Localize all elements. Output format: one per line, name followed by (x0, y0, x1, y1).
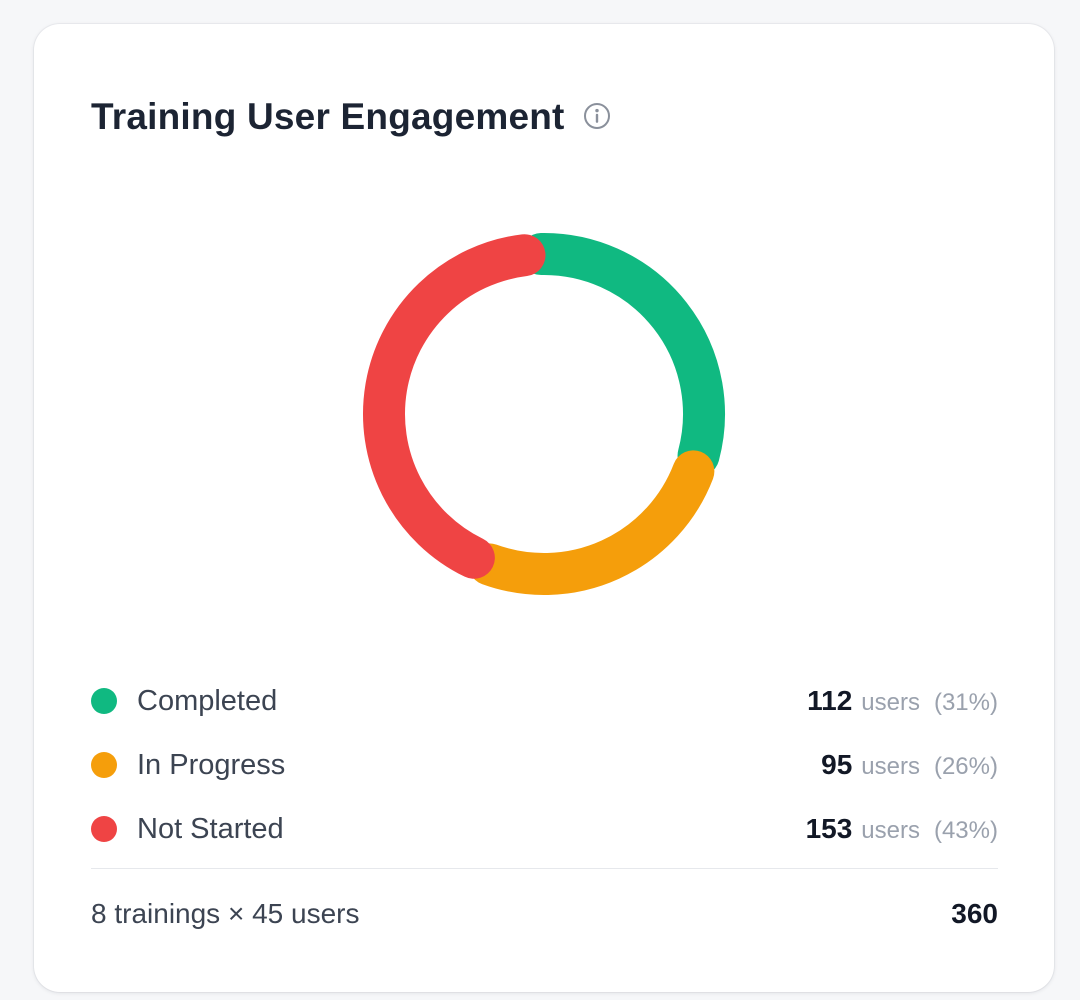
legend-label: Not Started (137, 812, 284, 845)
footer-summary: 8 trainings × 45 users (91, 898, 360, 929)
footer-divider (91, 868, 998, 869)
legend-dot-completed (91, 688, 117, 714)
legend-label: Completed (137, 684, 278, 717)
card-header: Training User Engagement (91, 94, 611, 140)
slice-completed[interactable] (520, 233, 725, 477)
card-footer: 8 trainings × 45 users 360 (91, 884, 998, 944)
legend-label: In Progress (137, 748, 286, 781)
legend-percent: (43%) (933, 817, 998, 844)
footer-total: 360 (951, 898, 998, 929)
legend-dot-not-started (91, 816, 117, 842)
legend-unit: users (861, 753, 920, 780)
donut-chart (344, 214, 744, 614)
legend-dot-in-progress (91, 752, 117, 778)
slice-not-started[interactable] (363, 234, 546, 579)
legend-unit: users (861, 817, 920, 844)
engagement-card: Training User Engagement Completed 112 u… (34, 24, 1054, 992)
card-title: Training User Engagement (91, 96, 565, 137)
legend-percent: (31%) (933, 689, 998, 716)
legend-item-completed: Completed 112 users (31%) (91, 669, 998, 733)
info-circle-icon[interactable] (583, 102, 611, 130)
legend-unit: users (861, 689, 920, 716)
legend-percent: (26%) (933, 753, 998, 780)
legend-item-not-started: Not Started 153 users (43%) (91, 797, 998, 861)
chart-legend: Completed 112 users (31%) In Progress 95… (91, 669, 998, 861)
legend-count: 95 (821, 749, 853, 780)
donut-chart-svg (363, 233, 725, 595)
legend-count: 112 (807, 685, 853, 716)
slice-in-progress[interactable] (468, 450, 715, 595)
legend-item-in-progress: In Progress 95 users (26%) (91, 733, 998, 797)
legend-count: 153 (805, 813, 853, 844)
